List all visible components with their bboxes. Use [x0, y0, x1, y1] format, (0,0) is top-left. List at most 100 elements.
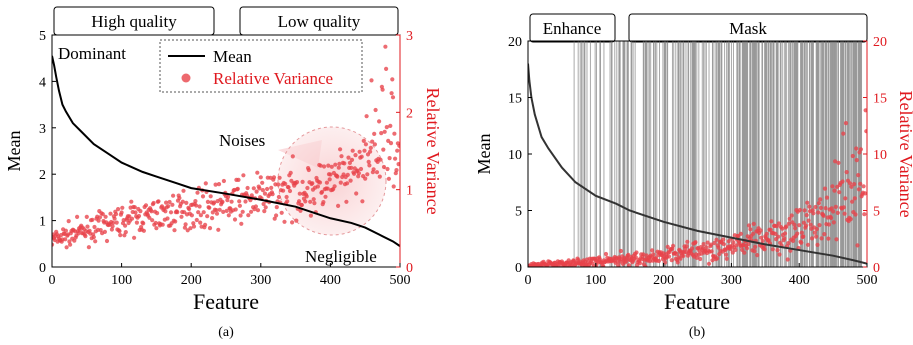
- relative-variance-point: [371, 167, 376, 172]
- relative-variance-point: [760, 238, 765, 244]
- relative-variance-point: [232, 217, 238, 222]
- relative-variance-point: [257, 186, 262, 191]
- y-right-tick-label: 2: [406, 106, 413, 121]
- relative-variance-point: [852, 196, 857, 201]
- relative-variance-point: [357, 149, 362, 154]
- relative-variance-point: [260, 188, 265, 193]
- relative-variance-point: [730, 250, 735, 255]
- relative-variance-point: [787, 216, 792, 221]
- relative-variance-point: [806, 218, 811, 223]
- relative-variance-point: [377, 119, 382, 124]
- relative-variance-point: [297, 199, 302, 204]
- relative-variance-point: [821, 213, 826, 218]
- relative-variance-point: [363, 176, 368, 181]
- relative-variance-point: [830, 184, 835, 189]
- relative-variance-point: [180, 199, 185, 204]
- relative-variance-point: [102, 229, 107, 234]
- relative-variance-point: [814, 234, 819, 239]
- relative-variance-point: [854, 158, 859, 163]
- relative-variance-point: [306, 167, 311, 173]
- relative-variance-point: [390, 95, 396, 100]
- relative-variance-point: [768, 227, 773, 232]
- relative-variance-point: [815, 242, 820, 247]
- y-left-label-b: Mean: [474, 134, 494, 175]
- relative-variance-point: [311, 197, 316, 202]
- relative-variance-point: [203, 222, 208, 227]
- relative-variance-point: [775, 248, 780, 253]
- relative-variance-point: [103, 214, 108, 219]
- relative-variance-point: [361, 138, 366, 143]
- relative-variance-point: [848, 217, 853, 222]
- relative-variance-point: [272, 216, 277, 221]
- relative-variance-point: [235, 186, 240, 191]
- relative-variance-point: [759, 235, 764, 240]
- relative-variance-point: [601, 264, 606, 267]
- relative-variance-point: [345, 172, 350, 177]
- relative-variance-point: [864, 129, 867, 134]
- relative-variance-point: [122, 233, 127, 238]
- y-left-tick-label: 1: [39, 215, 46, 230]
- relative-variance-point: [76, 231, 81, 236]
- relative-variance-point: [327, 177, 332, 182]
- x-tick-label: 200: [181, 273, 202, 288]
- relative-variance-point: [770, 247, 775, 252]
- relative-variance-point: [253, 204, 258, 209]
- relative-variance-point: [66, 219, 71, 224]
- relative-variance-point: [136, 213, 142, 219]
- relative-variance-point: [641, 252, 646, 257]
- relative-variance-point: [116, 207, 121, 212]
- relative-variance-point: [353, 153, 358, 158]
- relative-variance-point: [336, 165, 341, 170]
- relative-variance-point: [824, 195, 830, 200]
- relative-variance-point: [167, 199, 172, 205]
- relative-variance-point: [251, 186, 256, 191]
- relative-variance-point: [344, 199, 349, 204]
- relative-variance-point: [133, 210, 138, 215]
- relative-variance-point: [803, 223, 809, 228]
- relative-variance-point: [833, 159, 838, 164]
- x-tick-label: 100: [111, 273, 132, 288]
- y-left-ticks-b: 0 5 10 15 20: [508, 35, 532, 276]
- relative-variance-point: [154, 226, 159, 231]
- legend-dot-marker: [181, 73, 191, 83]
- y-right-ticks-b: 0 5 10 15 20: [863, 35, 887, 276]
- relative-variance-point: [288, 170, 293, 175]
- relative-variance-point: [245, 185, 250, 191]
- relative-variance-point: [381, 164, 387, 170]
- relative-variance-point: [352, 171, 357, 176]
- caption-a: (a): [218, 325, 234, 340]
- relative-variance-point: [196, 210, 201, 215]
- relative-variance-point: [271, 175, 277, 180]
- relative-variance-point: [90, 217, 95, 222]
- relative-variance-point: [64, 245, 69, 250]
- caption-b: (b): [689, 325, 706, 340]
- relative-variance-point: [276, 182, 281, 187]
- relative-variance-point: [372, 131, 377, 136]
- relative-variance-point: [183, 222, 188, 227]
- relative-variance-point: [319, 189, 325, 195]
- y-right-label-b: Relative Variance: [896, 90, 913, 217]
- relative-variance-points-a: [52, 44, 400, 250]
- relative-variance-point: [776, 221, 782, 226]
- x-tick-label: 200: [653, 273, 674, 288]
- y-right-tick-label: 10: [873, 148, 887, 163]
- y-right-label-a: Relative Variance: [423, 87, 443, 214]
- relative-variance-point: [141, 221, 146, 226]
- relative-variance-point: [799, 230, 805, 235]
- relative-variance-point: [704, 245, 709, 250]
- relative-variance-point: [214, 211, 220, 216]
- relative-variance-point: [263, 205, 268, 210]
- relative-variance-point: [207, 226, 213, 231]
- relative-variance-point: [52, 242, 55, 247]
- relative-variance-point: [221, 178, 226, 184]
- relative-variance-point: [603, 251, 609, 257]
- relative-variance-point: [153, 220, 158, 226]
- relative-variance-point: [332, 184, 337, 189]
- relative-variance-point: [210, 216, 215, 221]
- relative-variance-point: [738, 231, 744, 236]
- relative-variance-point: [804, 213, 809, 218]
- relative-variance-point: [374, 170, 380, 175]
- annotation-dominant: Dominant: [58, 44, 126, 63]
- relative-variance-point: [243, 199, 248, 204]
- relative-variance-point: [189, 213, 194, 218]
